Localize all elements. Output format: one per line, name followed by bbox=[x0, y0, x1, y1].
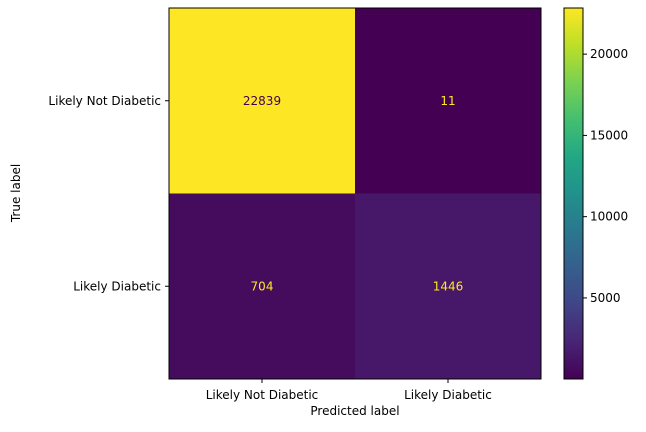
cell-value-labels: 22839 11 704 1446 bbox=[243, 94, 463, 294]
colorbar: 5000 10000 15000 20000 bbox=[563, 7, 628, 380]
heatmap-cell bbox=[355, 8, 542, 194]
cell-value-label: 22839 bbox=[243, 94, 281, 108]
heatmap-cell bbox=[169, 193, 356, 380]
x-axis-label: Predicted label bbox=[310, 404, 399, 418]
cell-value-label: 1446 bbox=[433, 279, 464, 293]
x-tick-label: Likely Not Diabetic bbox=[206, 388, 319, 402]
x-tick-label: Likely Diabetic bbox=[404, 388, 492, 402]
colorbar-tick-label: 15000 bbox=[590, 128, 628, 142]
x-axis: Likely Not Diabetic Likely Diabetic bbox=[206, 379, 492, 402]
y-axis-label: True label bbox=[9, 164, 23, 223]
cell-value-label: 11 bbox=[440, 94, 455, 108]
y-tick-label: Likely Diabetic bbox=[73, 279, 161, 293]
cell-value-label: 704 bbox=[251, 279, 274, 293]
colorbar-ticks: 5000 10000 15000 20000 bbox=[583, 47, 628, 305]
colorbar-gradient bbox=[563, 7, 584, 380]
colorbar-tick-label: 10000 bbox=[590, 210, 628, 224]
colorbar-tick-label: 5000 bbox=[590, 291, 621, 305]
y-axis: Likely Not Diabetic Likely Diabetic bbox=[48, 94, 169, 293]
colorbar-tick-label: 20000 bbox=[590, 47, 628, 61]
y-tick-label: Likely Not Diabetic bbox=[48, 94, 161, 108]
heatmap-cells bbox=[169, 8, 542, 380]
heatmap-cell bbox=[355, 193, 542, 380]
heatmap-cell bbox=[169, 8, 356, 194]
plot-frame bbox=[168, 7, 542, 380]
